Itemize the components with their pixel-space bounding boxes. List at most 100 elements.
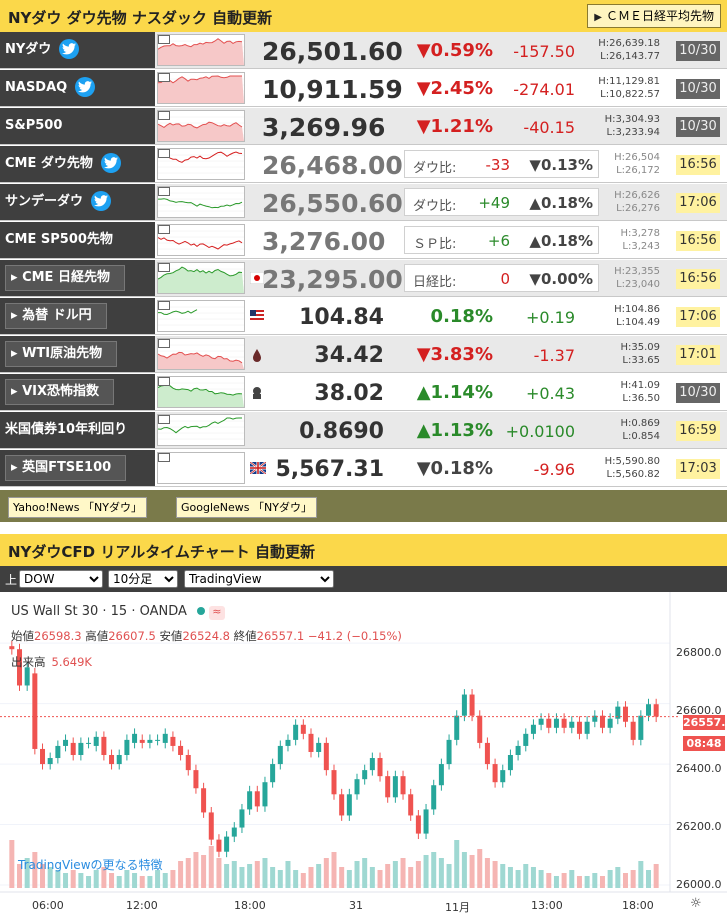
quote-label-button[interactable]: ▸ CME 日経先物 [5,265,125,291]
candle-body [584,721,590,734]
quote-label-button[interactable]: ▸ 英国FTSE100 [5,455,127,481]
low-text: L:36.50 [622,393,660,404]
zoom-icon[interactable] [158,377,170,386]
mini-chart[interactable] [157,376,245,408]
quote-pct: ▼3.83% [416,344,493,365]
zoom-icon[interactable] [158,453,170,462]
quote-label-button[interactable]: ▸ WTI原油先物 [5,341,118,367]
candle-body [515,745,521,755]
quote-pct: ▼0.18% [416,458,493,479]
zoom-icon[interactable] [158,263,170,272]
quote-label[interactable]: ▸ WTI原油先物 [0,336,155,372]
volume-bar [40,864,46,888]
mini-chart-line [158,75,244,103]
zoom-icon[interactable] [158,111,170,120]
yahoo-news-button[interactable]: Yahoo!News 「NYダウ」 [8,497,147,518]
volume-bar [500,864,506,888]
volume-bar [270,867,276,888]
high-low: H:35.09 L:33.65 [595,341,660,367]
google-news-button[interactable]: GoogleNews 「NYダウ」 [176,497,317,518]
twitter-icon[interactable] [100,152,121,173]
candle-body [454,715,460,740]
zoom-icon[interactable] [158,73,170,82]
zoom-icon[interactable] [158,415,170,424]
mini-chart[interactable] [157,110,245,142]
volume-bar [86,876,92,888]
select-prefix: 上 [5,573,18,587]
candle-body [78,742,84,755]
close-label: 終値 [233,629,257,643]
candle-body [201,788,207,813]
quote-label-button[interactable]: ▸ 為替 ドル円 [5,303,107,329]
cme-nikkei-button[interactable]: ▶ ＣＭＥ日経平均先物 [587,4,721,28]
update-time: 10/30 [676,117,720,137]
quote-label[interactable]: ▸ VIX恐怖指数 [0,374,155,410]
high-value: 26607.5 [108,629,156,643]
quote-price: 3,276.00 [262,227,386,256]
zoom-icon[interactable] [158,35,170,44]
settings-icon[interactable]: ☼ [690,896,702,911]
mini-chart[interactable] [157,34,245,66]
high-text: H:5,590.80 [604,456,660,467]
candle-body [254,791,260,807]
twitter-icon[interactable] [91,190,112,211]
high-label: 高値 [85,629,109,643]
quote-label[interactable]: ▸ CME 日経先物 [0,260,155,296]
quote-label: 米国債券10年利回り [0,412,155,448]
provider-select[interactable]: TradingView [184,570,334,588]
mini-chart[interactable] [157,452,245,484]
twitter-icon[interactable] [59,38,80,59]
candle-body [101,736,107,755]
volume-bar [446,864,452,888]
comparison-pct: ▼0.00% [529,270,593,288]
zoom-icon[interactable] [158,187,170,196]
interval-select[interactable]: 10分足 [108,570,178,588]
quote-label-button[interactable]: ▸ VIX恐怖指数 [5,379,114,405]
mini-chart-line [158,344,244,369]
volume-bar [124,870,130,888]
mini-chart[interactable] [157,300,245,332]
mini-chart[interactable] [157,414,245,446]
low-text: L:26,276 [616,203,660,214]
zoom-icon[interactable] [158,301,170,310]
low-text: L:26,143.77 [600,51,660,62]
zoom-icon[interactable] [158,225,170,234]
mini-chart[interactable] [157,262,245,294]
quote-label[interactable]: ▸ 為替 ドル円 [0,298,155,334]
mini-chart[interactable] [157,148,245,180]
quote-label-text: NASDAQ [5,80,68,95]
mini-chart-line [158,453,244,483]
tradingview-chart[interactable]: US Wall St 30 · 15 · OANDA ≈ 始値26598.3 高値… [0,592,727,916]
twitter-icon[interactable] [75,76,96,97]
volume-bar [592,873,598,888]
quote-row: ▸ CME 日経先物 23,295.00 日経比: 0 ▼0.00% H:23,355 L:… [0,260,727,297]
quote-label: S&P500 [0,108,155,144]
us-flag-icon [250,310,264,322]
low-text: L:3,243 [622,241,660,252]
market-open-icon [196,607,205,615]
high-low: H:41.09 L:36.50 [595,379,660,405]
quote-label[interactable]: ▸ 英国FTSE100 [0,450,155,486]
tradingview-link[interactable]: TradingViewの更なる特徴 [18,858,163,872]
low-text: L:5,560.82 [606,469,660,480]
quote-pct: ▼2.45% [416,78,493,99]
mini-chart[interactable] [157,224,245,256]
candle-body [607,718,613,728]
candle-body [507,755,513,771]
mini-chart[interactable] [157,186,245,218]
volume-bar [553,876,559,888]
volume-bar [584,876,590,888]
volume-bar [538,870,544,888]
candle-body [32,673,38,749]
symbol-select[interactable]: DOW [19,570,103,588]
mini-chart[interactable] [157,72,245,104]
zoom-icon[interactable] [158,149,170,158]
quote-price: 5,567.31 [275,457,384,482]
volume-bar [454,840,460,888]
volume-bar [300,873,306,888]
chart-symbol: US Wall St 30 · 15 · OANDA ≈ [11,604,225,620]
comparison-label: ＳＰ比: [413,237,457,252]
high-text: H:0.869 [620,418,660,429]
zoom-icon[interactable] [158,339,170,348]
mini-chart[interactable] [157,338,245,370]
